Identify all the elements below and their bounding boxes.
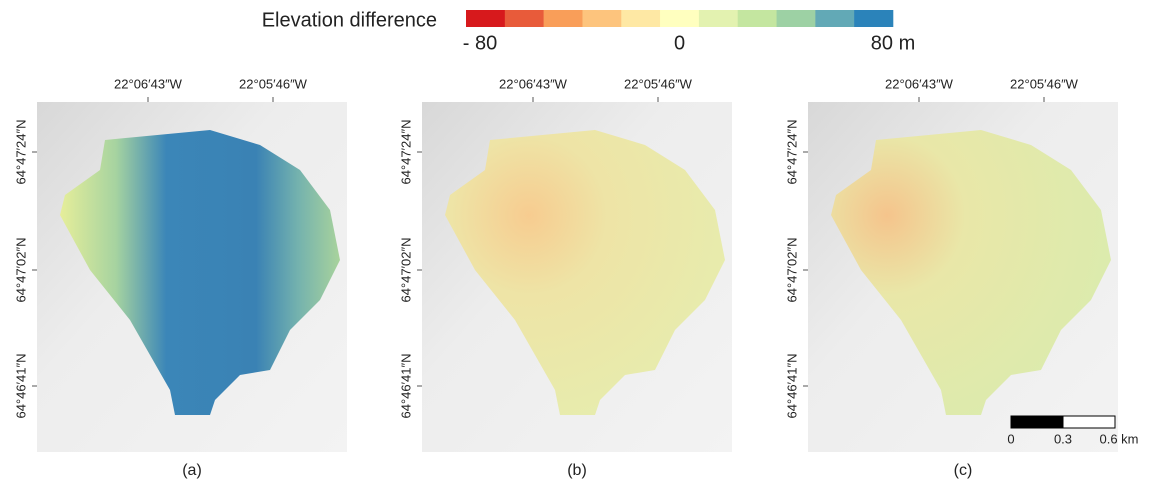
colorbar-swatch: [543, 10, 583, 27]
colorbar-swatch: [582, 10, 622, 27]
latitude-label: 64°47′24″N: [13, 119, 28, 184]
panel-b: [422, 102, 732, 452]
scale-bar-segment: [1062, 415, 1116, 429]
scale-bar-label: 0.3: [1054, 431, 1072, 446]
colorbar-label: - 80: [463, 32, 497, 54]
colorbar-label: 80 m: [871, 32, 915, 54]
colorbar-swatch: [815, 10, 855, 27]
panel-c: [808, 102, 1118, 452]
panel-label: (b): [567, 462, 587, 479]
latitude-label: 64°47′24″N: [784, 119, 799, 184]
panel-label: (c): [954, 462, 973, 479]
latitude-label: 64°47′24″N: [398, 119, 413, 184]
panel-a: [37, 102, 347, 452]
scale-bar-label: 0: [1007, 431, 1014, 446]
legend: Elevation difference - 80 0 80 m: [262, 9, 916, 54]
scale-bar-segment: [1010, 415, 1064, 429]
colorbar-label: 0: [674, 32, 685, 54]
colorbar-swatch: [621, 10, 661, 27]
colorbar-swatch: [660, 10, 700, 27]
latitude-label: 64°46′41″N: [13, 353, 28, 418]
latitude-label: 64°46′41″N: [784, 353, 799, 418]
colorbar-swatch: [737, 10, 777, 27]
latitude-label: 64°46′41″N: [398, 353, 413, 418]
colorbar-swatch: [854, 10, 894, 27]
colorbar-swatch: [698, 10, 739, 27]
colorbar-swatch: [504, 10, 544, 27]
longitude-label: 22°06′43″W: [114, 76, 183, 91]
legend-title: Elevation difference: [262, 9, 437, 31]
longitude-label: 22°05′46″W: [624, 76, 693, 91]
panel-label: (a): [182, 462, 202, 479]
latitude-label: 64°47′02″N: [13, 237, 28, 302]
latitude-label: 64°47′02″N: [398, 237, 413, 302]
longitude-label: 22°06′43″W: [885, 76, 954, 91]
colorbar-swatch: [466, 10, 506, 27]
longitude-label: 22°06′43″W: [499, 76, 568, 91]
longitude-label: 22°05′46″W: [239, 76, 308, 91]
latitude-label: 64°47′02″N: [784, 237, 799, 302]
colorbar-swatch: [776, 10, 816, 27]
scale-bar-label: 0.6 km: [1099, 431, 1138, 446]
longitude-label: 22°05′46″W: [1010, 76, 1079, 91]
